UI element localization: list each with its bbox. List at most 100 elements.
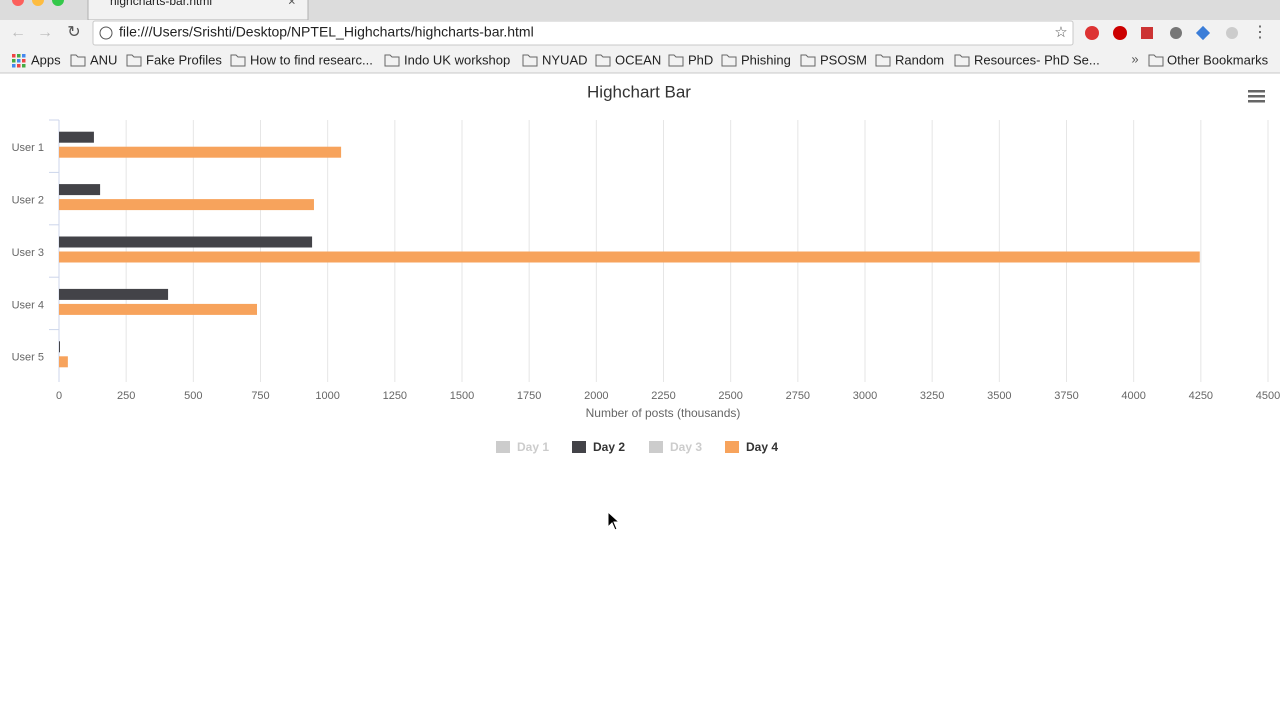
- legend-item[interactable]: Day 2: [572, 440, 625, 454]
- apps-icon-dot: [22, 54, 26, 58]
- apps-icon-dot: [12, 54, 16, 58]
- legend-item[interactable]: Day 1: [496, 440, 549, 454]
- x-tick-label: 0: [56, 390, 62, 402]
- legend-label: Day 1: [517, 440, 549, 454]
- bar: [59, 146, 342, 158]
- x-tick-label: 1000: [315, 390, 339, 402]
- bookmark[interactable]: Indo UK workshop: [404, 52, 510, 67]
- bar: [59, 341, 60, 353]
- apps-icon-dot: [12, 64, 16, 68]
- folder-icon: [954, 54, 970, 67]
- legend-swatch: [572, 441, 586, 453]
- x-tick-label: 1500: [450, 390, 474, 402]
- extension-icon[interactable]: [1085, 26, 1099, 40]
- folder-icon: [384, 54, 400, 67]
- x-tick-label: 2250: [651, 390, 675, 402]
- folder-icon: [522, 54, 538, 67]
- folder-icon: [875, 54, 891, 67]
- reload-button[interactable]: ↻: [67, 24, 80, 41]
- bookmark[interactable]: PSOSM: [820, 52, 867, 67]
- folder-icon: [126, 54, 142, 67]
- legend-label: Day 3: [670, 440, 702, 454]
- chart: Highchart Bar Number of posts (thousands…: [12, 82, 1280, 454]
- info-icon[interactable]: [99, 26, 113, 40]
- x-tick-label: 1750: [517, 390, 541, 402]
- menu-line: [1248, 100, 1265, 103]
- x-tick-label: 4500: [1256, 390, 1280, 402]
- back-button[interactable]: ←: [10, 24, 26, 41]
- folder-icon: [230, 54, 246, 67]
- apps-icon-dot: [17, 54, 21, 58]
- bar: [59, 303, 258, 315]
- legend-swatch: [725, 441, 739, 453]
- folder-icon: [70, 54, 86, 67]
- extension-icon[interactable]: [1141, 27, 1153, 39]
- export-menu[interactable]: [1248, 90, 1265, 103]
- folder-icon: [1148, 54, 1164, 67]
- bookmark[interactable]: Other Bookmarks: [1167, 52, 1269, 67]
- bookmark[interactable]: How to find researc...: [250, 52, 373, 67]
- tab-title: highcharts-bar.html: [110, 0, 212, 8]
- legend-item[interactable]: Day 3: [649, 440, 702, 454]
- x-tick-label: 3250: [920, 390, 944, 402]
- x-tick-label: 4250: [1189, 390, 1213, 402]
- apps-icon-dot: [17, 64, 21, 68]
- bar: [59, 288, 169, 300]
- address-bar[interactable]: [92, 20, 1074, 46]
- extension-icon[interactable]: [1195, 25, 1211, 41]
- mouse-cursor: [607, 510, 621, 531]
- bookmark[interactable]: PhD: [688, 52, 713, 67]
- bar: [59, 184, 101, 196]
- x-tick-label: 2500: [718, 390, 742, 402]
- x-axis-title: Number of posts (thousands): [586, 406, 741, 420]
- y-tick-label: User 4: [12, 299, 44, 311]
- legend-item[interactable]: Day 4: [725, 440, 778, 454]
- chart-title: Highchart Bar: [587, 82, 691, 101]
- extension-icon[interactable]: [1226, 27, 1238, 39]
- bar: [59, 199, 314, 211]
- menu-line: [1248, 90, 1265, 93]
- y-tick-label: User 5: [12, 352, 44, 364]
- bookmark[interactable]: ANU: [90, 52, 117, 67]
- x-tick-label: 500: [184, 390, 202, 402]
- x-tick-label: 2000: [584, 390, 608, 402]
- legend-swatch: [649, 441, 663, 453]
- extension-icon[interactable]: [1113, 26, 1127, 40]
- url: file:///Users/Srishti/Desktop/NPTEL_High…: [119, 24, 534, 40]
- bookmark[interactable]: Fake Profiles: [146, 52, 222, 67]
- bookmarks-bar: » Apps ANU Fake Profiles How to find resear…: [0, 48, 1280, 74]
- bookmarks-background: [0, 48, 1280, 73]
- apps-icon-dot: [17, 59, 21, 63]
- apps-icon-dot: [22, 64, 26, 68]
- close-button[interactable]: [12, 0, 24, 6]
- legend-label: Day 4: [746, 440, 778, 454]
- y-tick-label: User 3: [12, 247, 44, 259]
- x-tick-label: 4000: [1121, 390, 1145, 402]
- apps-icon-dot: [12, 59, 16, 63]
- bookmark[interactable]: Resources- PhD Se...: [974, 52, 1100, 67]
- star-button[interactable]: ☆: [1054, 24, 1067, 41]
- y-tick-label: User 2: [12, 195, 44, 207]
- folder-icon: [668, 54, 684, 67]
- menu-button[interactable]: ⋮: [1252, 24, 1268, 41]
- x-tick-label: 250: [117, 390, 135, 402]
- extension-icon[interactable]: [1170, 27, 1182, 39]
- zoom-button[interactable]: [52, 0, 64, 6]
- bookmark[interactable]: Phishing: [741, 52, 791, 67]
- bookmark[interactable]: Random: [895, 52, 944, 67]
- minimize-button[interactable]: [32, 0, 44, 6]
- menu-line: [1248, 95, 1265, 98]
- forward-button[interactable]: →: [37, 24, 53, 41]
- folder-icon: [721, 54, 737, 67]
- x-tick-label: 750: [251, 390, 269, 402]
- tab-close[interactable]: ×: [288, 0, 296, 8]
- tab-strip: [0, 0, 1280, 20]
- bookmark[interactable]: Apps: [31, 52, 61, 67]
- bookmark[interactable]: NYUAD: [542, 52, 588, 67]
- bookmark[interactable]: OCEAN: [615, 52, 661, 67]
- overflow-chevron[interactable]: »: [1131, 51, 1138, 66]
- apps-icon-dot: [22, 59, 26, 63]
- x-tick-label: 1250: [383, 390, 407, 402]
